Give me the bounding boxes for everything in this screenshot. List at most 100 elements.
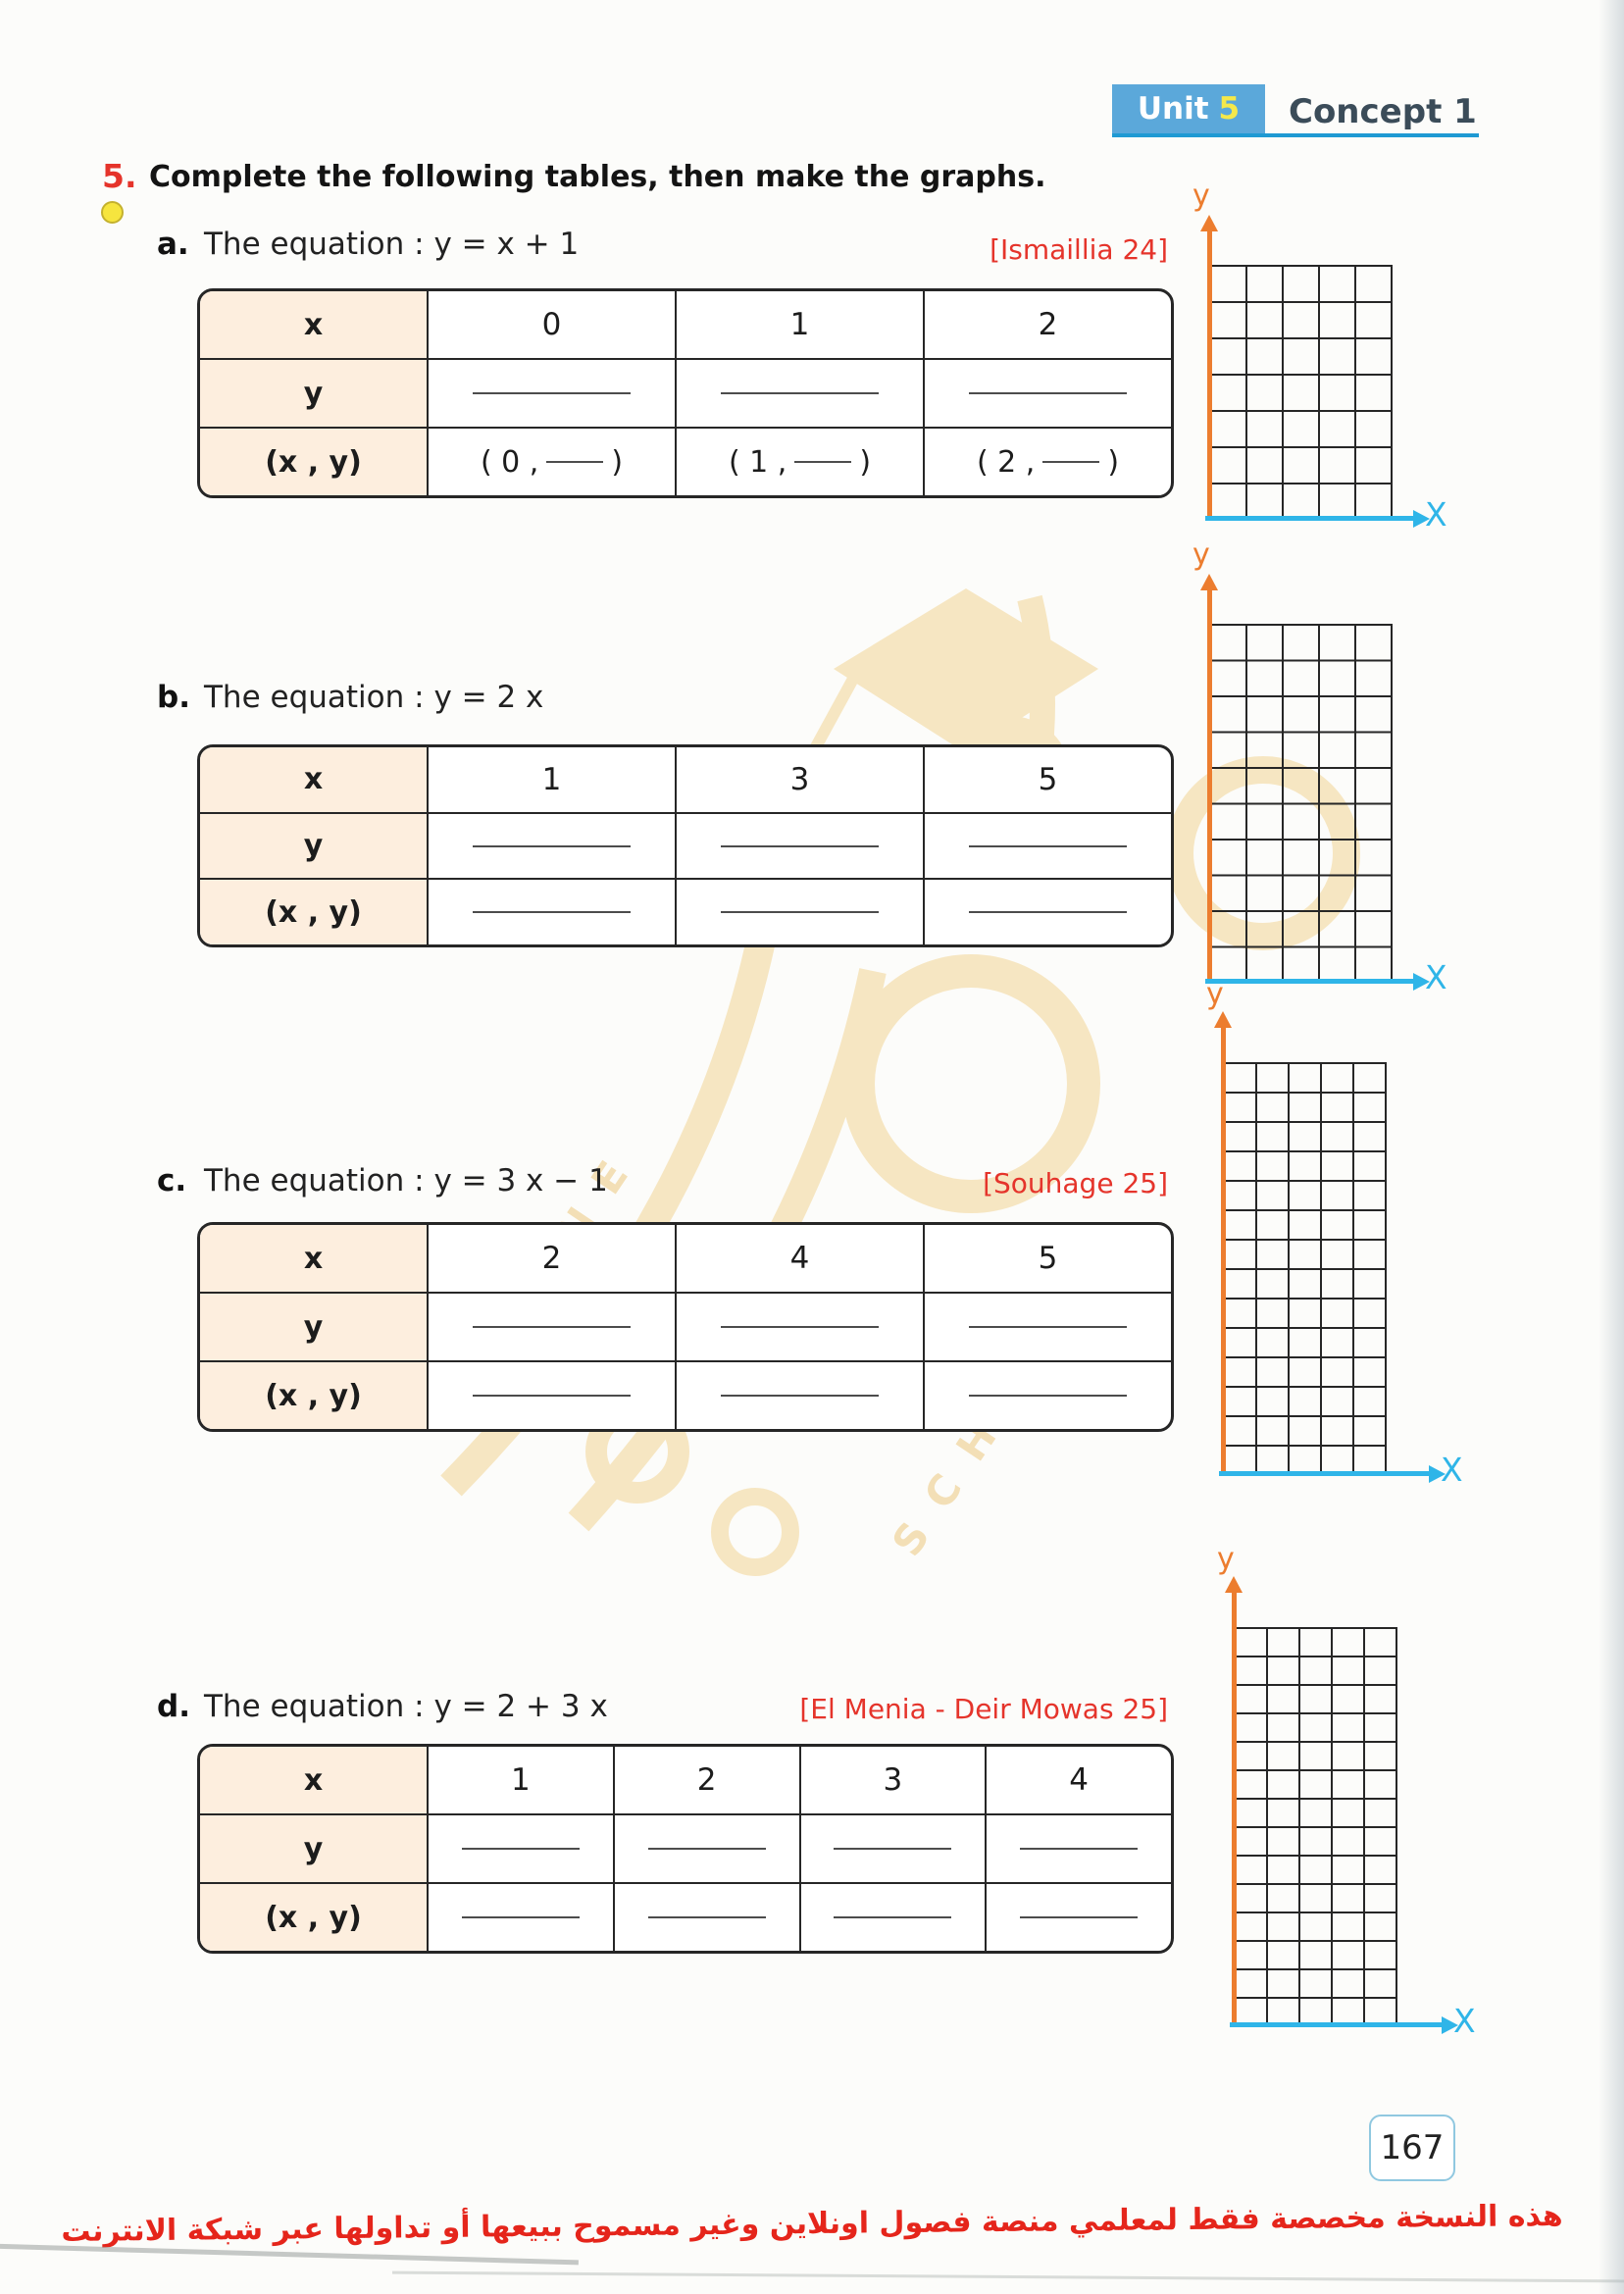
- answer-blank: [473, 392, 631, 394]
- xy-answer-cell: [429, 880, 677, 944]
- row-header-xy: (x , y): [200, 880, 429, 944]
- question-title: Complete the following tables, then make…: [149, 160, 1046, 194]
- xy-answer-cell: [677, 880, 925, 944]
- xy-answer-cell: [801, 1884, 988, 1951]
- part-c-label: c.: [157, 1163, 187, 1198]
- header-divider: [1112, 133, 1479, 137]
- answer-blank: [473, 844, 631, 847]
- x-axis-arrow-icon: [1413, 973, 1430, 991]
- answer-blank: [721, 1326, 879, 1328]
- x-value: 1: [429, 1747, 615, 1813]
- answer-blank: [969, 844, 1127, 847]
- table-row-y: y: [200, 1292, 1171, 1360]
- page-number-text: 167: [1380, 2128, 1445, 2167]
- y-answer-cell: [925, 1294, 1171, 1360]
- y-answer-cell: [677, 813, 925, 879]
- table-row-xy: (x , y): [200, 1360, 1171, 1429]
- y-axis-arrow-icon: [1225, 1576, 1243, 1593]
- y-answer-cell: [801, 1815, 988, 1882]
- graph-grid-a: [1209, 265, 1393, 519]
- xy-close-text: ): [859, 444, 872, 480]
- answer-blank: [647, 1916, 766, 1918]
- x-value: 4: [1069, 1762, 1089, 1798]
- graph-grid-c: [1223, 1062, 1387, 1474]
- table-row-xy: (x , y) ( 0 ,) ( 1 ,) ( 2 ,): [200, 427, 1171, 495]
- answer-blank: [794, 461, 852, 463]
- answer-blank: [473, 911, 631, 914]
- x-axis: [1219, 1471, 1429, 1476]
- y-answer-cell: [925, 814, 1171, 879]
- unit-word: Unit: [1137, 91, 1209, 127]
- part-d-source-tag: [El Menia - Deir Mowas 25]: [799, 1693, 1168, 1725]
- scan-artifact: [392, 2270, 1624, 2283]
- x-value: 0: [429, 291, 677, 358]
- x-value: 3: [801, 1747, 988, 1813]
- x-axis-label: X: [1425, 958, 1447, 996]
- answer-blank: [473, 1395, 631, 1397]
- part-b-label: b.: [157, 680, 190, 715]
- xy-answer-cell: ( 1 ,): [677, 429, 925, 495]
- concept-title: Concept 1: [1289, 92, 1477, 131]
- y-answer-cell: [615, 1815, 801, 1882]
- x-axis-arrow-icon: [1413, 510, 1430, 528]
- part-a-equation: The equation : y = x + 1: [204, 227, 580, 262]
- unit-number: 5: [1218, 91, 1241, 127]
- table-row-y: y: [200, 358, 1171, 427]
- part-c-equation: The equation : y = 3 x − 1: [204, 1163, 608, 1198]
- table-a: x 0 1 2 y (x , y) ( 0 ,) ( 1 ,) ( 2 ,): [197, 288, 1174, 498]
- xy-answer-cell: [429, 1362, 677, 1429]
- xy-open-text: ( 0 ,: [480, 444, 539, 480]
- page-edge-shadow: [1599, 0, 1624, 2294]
- xy-close-text: ): [1107, 444, 1120, 480]
- table-row-xy: (x , y): [200, 878, 1171, 944]
- x-value: 1: [429, 747, 677, 812]
- x-axis-arrow-icon: [1442, 2016, 1458, 2034]
- xy-answer-cell: [429, 1884, 615, 1951]
- x-value: 2: [1038, 307, 1058, 342]
- scan-artifact: [0, 2243, 579, 2266]
- table-row-y: y: [200, 811, 1171, 879]
- y-answer-cell: [429, 1294, 677, 1360]
- y-answer-cell: [987, 1815, 1171, 1882]
- table-d: x 1 2 3 4 y (x , y): [197, 1744, 1174, 1954]
- answer-blank: [461, 1848, 580, 1850]
- x-value: 2: [429, 1225, 677, 1292]
- table-b: x 1 3 5 y (x , y): [197, 744, 1174, 947]
- answer-blank: [1020, 1848, 1139, 1850]
- row-header-x: x: [200, 1747, 429, 1813]
- y-axis: [1207, 588, 1212, 982]
- part-d-equation: The equation : y = 2 + 3 x: [204, 1689, 608, 1724]
- x-axis: [1205, 979, 1413, 984]
- answer-blank: [721, 844, 879, 847]
- row-header-x: x: [200, 1225, 429, 1292]
- y-axis-arrow-icon: [1214, 1011, 1232, 1028]
- answer-blank: [1042, 461, 1100, 463]
- x-axis-label: X: [1453, 2002, 1476, 2040]
- x-axis-arrow-icon: [1429, 1465, 1446, 1483]
- x-value: 4: [677, 1225, 925, 1292]
- x-value: 1: [677, 291, 925, 358]
- table-row-x: x 1 3 5: [200, 747, 1171, 812]
- question-number: 5.: [102, 157, 137, 195]
- x-value: 5: [1038, 761, 1058, 797]
- part-d-label: d.: [157, 1689, 190, 1724]
- answer-blank: [969, 911, 1127, 914]
- y-axis-label: y: [1206, 977, 1224, 1011]
- answer-blank: [969, 392, 1127, 394]
- part-c-source-tag: [Souhage 25]: [983, 1167, 1168, 1199]
- answer-blank: [834, 1848, 952, 1850]
- y-answer-cell: [429, 360, 677, 427]
- x-axis-label: X: [1425, 495, 1447, 534]
- y-axis-label: y: [1193, 178, 1210, 213]
- y-axis-arrow-icon: [1200, 574, 1218, 590]
- answer-blank: [834, 1916, 952, 1918]
- row-header-x: x: [200, 747, 429, 812]
- answer-blank: [969, 1395, 1127, 1397]
- part-b-equation: The equation : y = 2 x: [204, 680, 544, 715]
- graduation-cap-icon: [834, 588, 1098, 753]
- xy-answer-cell: ( 0 ,): [429, 429, 677, 495]
- x-axis-label: X: [1441, 1451, 1463, 1489]
- y-axis: [1221, 1026, 1226, 1474]
- y-axis-label: y: [1193, 537, 1210, 572]
- xy-open-text: ( 2 ,: [976, 444, 1036, 480]
